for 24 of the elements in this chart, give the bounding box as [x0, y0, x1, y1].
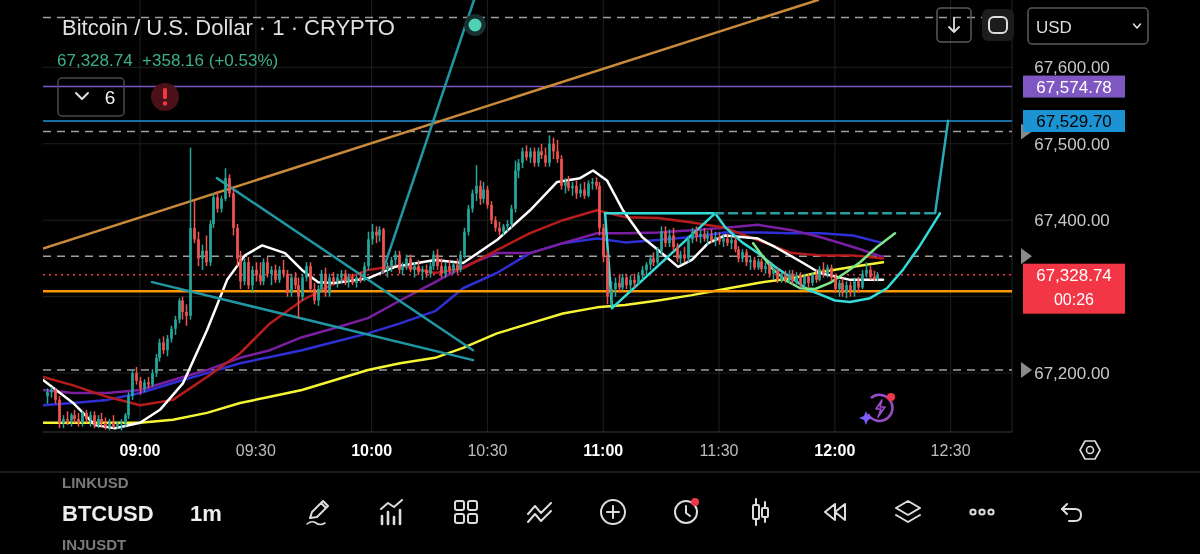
text: Bitcoin / U.S. Dollar · 1 · CRYPTO	[62, 15, 395, 40]
text: INJUSDT	[62, 536, 127, 553]
x-tick-label: 11:30	[699, 442, 739, 459]
text: 00:26	[1053, 291, 1095, 308]
y-tick-label: 67,500.00	[1034, 134, 1110, 154]
y-tick-label: 67,400.00	[1034, 211, 1110, 231]
x-tick-label: 10:00	[351, 442, 393, 459]
x-tick-label: 12:00	[814, 442, 856, 459]
x-tick-label: 09:00	[119, 442, 161, 459]
text: BTCUSD	[62, 501, 154, 526]
x-tick-label: 12:30	[930, 442, 971, 459]
x-tick-label: 10:30	[467, 442, 508, 459]
y-tick-label: 67,200.00	[1034, 364, 1110, 384]
text: 1m	[190, 501, 222, 526]
text: 67,328.74 +358.16 (+0.53%)	[57, 51, 279, 70]
y-tick-label: 67,600.00	[1034, 58, 1110, 78]
ref-line-label: 67,328.74	[1036, 265, 1112, 285]
text: USD	[1036, 18, 1072, 37]
text: LINKUSD	[62, 474, 129, 491]
annotation: 6	[104, 87, 116, 108]
ref-line-label: 67,529.70	[1036, 112, 1112, 132]
ref-line-label: 67,574.78	[1036, 77, 1112, 97]
x-tick-label: 09:30	[235, 442, 276, 459]
x-tick-label: 11:00	[583, 442, 624, 459]
